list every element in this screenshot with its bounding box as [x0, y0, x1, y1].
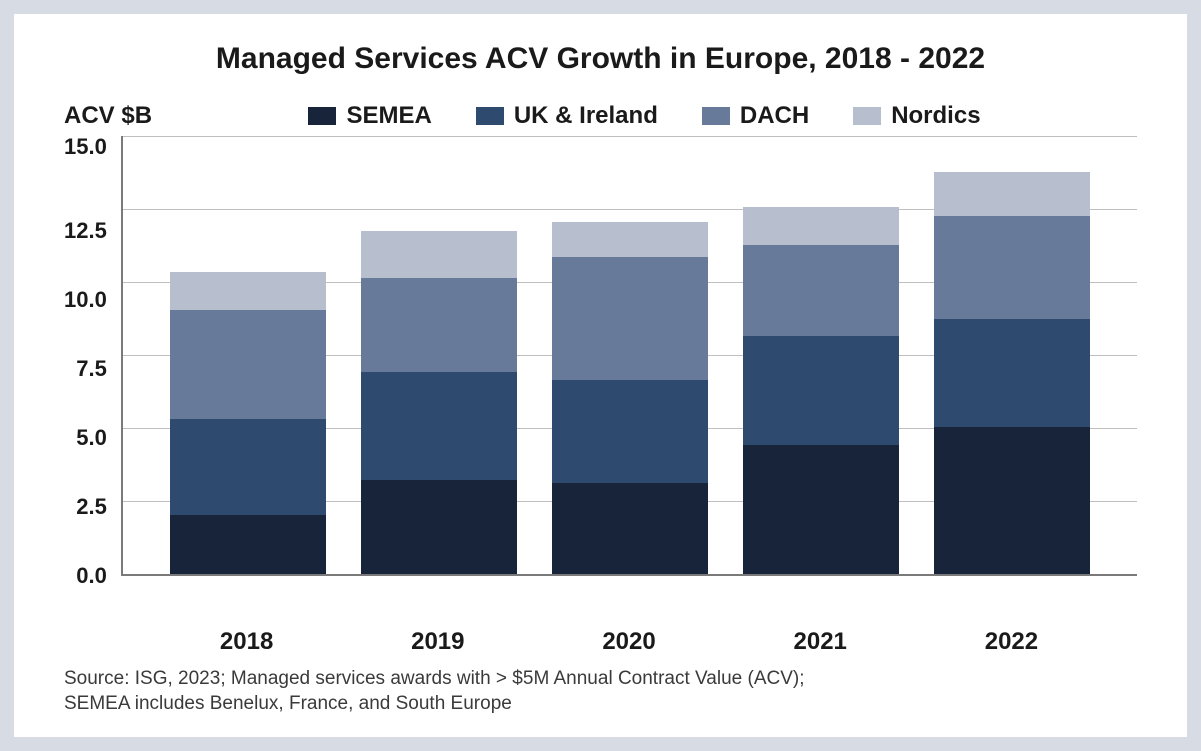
bar-slot [344, 136, 535, 574]
legend-item-dach: DACH [702, 102, 809, 130]
bar-segment [170, 419, 326, 516]
legend-row: ACV $B SEMEA UK & Ireland DACH Nordics [64, 102, 1137, 130]
legend-item-semea: SEMEA [308, 102, 431, 130]
bar-segment [552, 257, 708, 380]
bar-segment [361, 480, 517, 574]
y-axis-label: ACV $B [64, 102, 152, 130]
legend-swatch-dach [702, 107, 730, 125]
xtick: 2019 [342, 628, 533, 656]
plot-area [121, 136, 1137, 576]
chart-card: Managed Services ACV Growth in Europe, 2… [14, 14, 1187, 737]
ytick: 10.0 [64, 287, 107, 313]
bar-slot [916, 136, 1107, 574]
legend-swatch-nordics [853, 107, 881, 125]
bar-2018 [170, 272, 326, 574]
legend-swatch-uk-ireland [476, 107, 504, 125]
y-axis: 15.0 12.5 10.0 7.5 5.0 2.5 0.0 [64, 136, 121, 576]
bar-slot [153, 136, 344, 574]
bar-segment [743, 336, 899, 445]
footnote-line: Source: ISG, 2023; Managed services awar… [64, 666, 1137, 692]
ytick: 2.5 [76, 494, 107, 520]
bar-segment [743, 207, 899, 245]
legend-label: Nordics [891, 102, 980, 130]
footnote: Source: ISG, 2023; Managed services awar… [64, 666, 1137, 717]
legend-item-nordics: Nordics [853, 102, 980, 130]
legend-item-uk-ireland: UK & Ireland [476, 102, 658, 130]
bar-2021 [743, 207, 899, 574]
legend-swatch-semea [308, 107, 336, 125]
xtick: 2021 [725, 628, 916, 656]
bars-container [123, 136, 1137, 574]
bar-segment [934, 216, 1090, 319]
bar-slot [725, 136, 916, 574]
bar-segment [552, 483, 708, 574]
bar-segment [361, 372, 517, 481]
bar-slot [534, 136, 725, 574]
legend-label: DACH [740, 102, 809, 130]
footnote-line: SEMEA includes Benelux, France, and Sout… [64, 691, 1137, 717]
bar-segment [361, 231, 517, 278]
bar-segment [934, 427, 1090, 574]
chart-area: 15.0 12.5 10.0 7.5 5.0 2.5 0.0 [64, 136, 1137, 618]
x-axis-labels: 2018 2019 2020 2021 2022 [121, 628, 1137, 656]
bar-segment [170, 515, 326, 574]
ytick: 0.0 [76, 563, 107, 589]
bar-segment [934, 172, 1090, 216]
bar-2022 [934, 172, 1090, 574]
x-axis: 2018 2019 2020 2021 2022 [64, 618, 1137, 656]
ytick: 15.0 [64, 134, 107, 160]
bar-2019 [361, 231, 517, 574]
legend: SEMEA UK & Ireland DACH Nordics [152, 102, 1137, 130]
bar-segment [743, 445, 899, 574]
bar-2020 [552, 222, 708, 574]
bar-segment [552, 222, 708, 257]
bar-segment [743, 245, 899, 336]
xtick: 2022 [916, 628, 1107, 656]
legend-label: UK & Ireland [514, 102, 658, 130]
bar-segment [170, 272, 326, 310]
xtick: 2018 [151, 628, 342, 656]
bar-segment [361, 278, 517, 372]
bar-segment [934, 319, 1090, 428]
legend-label: SEMEA [346, 102, 431, 130]
bar-segment [170, 310, 326, 419]
ytick: 12.5 [64, 218, 107, 244]
chart-title: Managed Services ACV Growth in Europe, 2… [64, 42, 1137, 76]
bar-segment [552, 380, 708, 483]
ytick: 7.5 [76, 356, 107, 382]
ytick: 5.0 [76, 425, 107, 451]
xtick: 2020 [533, 628, 724, 656]
